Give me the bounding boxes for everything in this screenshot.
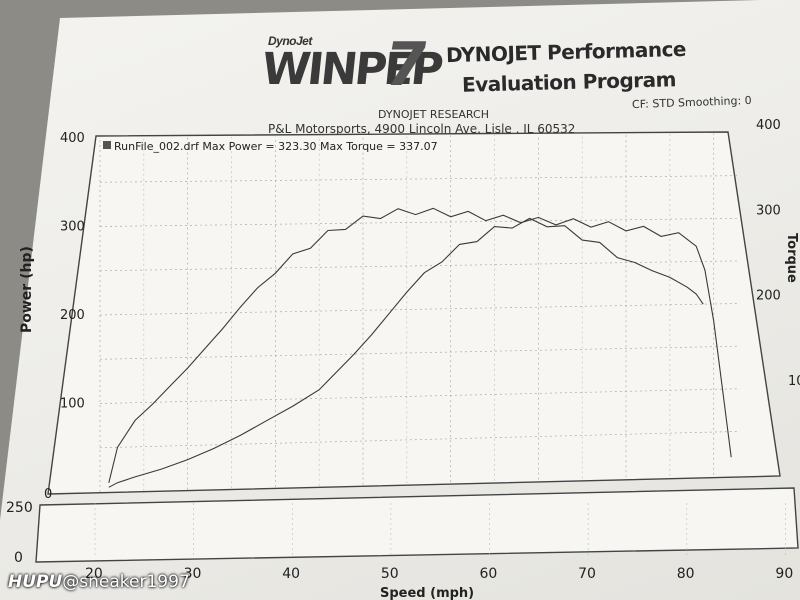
- y-tick-label-left: 100: [60, 397, 85, 412]
- x-tick-label: 90: [775, 566, 793, 582]
- y-tick-label-right: 300: [756, 203, 781, 218]
- x-tick-label: 20: [85, 566, 103, 582]
- y-tick-label-left: 200: [60, 308, 85, 323]
- y-tick-label-left: 300: [60, 220, 85, 235]
- watermark-handle: @sneaker1997: [62, 572, 190, 592]
- y-tick-label-left: 400: [60, 131, 85, 146]
- x-tick-label: 50: [381, 566, 399, 582]
- series-line-power: [108, 217, 704, 488]
- x-tick-label: 30: [184, 566, 202, 582]
- x-tick-label: 70: [578, 566, 596, 582]
- y-tick-label-right: 400: [756, 118, 781, 133]
- grid-line-y: [99, 345, 741, 360]
- grid-line-y: [99, 217, 741, 227]
- x-tick-label: 40: [282, 566, 300, 582]
- chart-series: [108, 207, 732, 488]
- chart-frame: [35, 131, 799, 563]
- dynojet-logo-text: DynoJet: [268, 34, 312, 48]
- chart-ticks: 20 30 40 50 60 70 80 90 0 100 200 300 400 100 200 300 40…: [6, 118, 800, 582]
- grid-line-y: [99, 431, 741, 449]
- y-tick-label-right: 200: [756, 289, 781, 304]
- shop-address: P&L Motorsports, 4900 Lincoln Ave, Lisle…: [268, 122, 576, 136]
- x-tick-label: 80: [677, 566, 695, 582]
- x-tick-label: 60: [480, 566, 498, 582]
- x-axis-label: Speed (mph): [380, 586, 474, 600]
- grid-line-y: [99, 175, 741, 183]
- grid-line-y: [99, 388, 741, 404]
- legend-swatch: [103, 141, 111, 149]
- legend-text: RunFile_002.drf Max Power = 323.30 Max T…: [114, 140, 438, 153]
- company-name: DYNOJET RESEARCH: [378, 108, 489, 121]
- grid-line-y: [99, 260, 741, 272]
- series-line-torque: [108, 207, 732, 484]
- grid-line-y: [99, 303, 741, 316]
- watermark-brand: HUPU: [8, 572, 63, 592]
- main-plot-border: [47, 131, 781, 495]
- sub-y-tick-label: 0: [14, 550, 23, 566]
- y-tick-label-left: 0: [44, 487, 52, 502]
- chart-grid: [94, 133, 786, 558]
- y-axis-label: Power (hp): [19, 246, 35, 333]
- y-tick-label-right: 100: [788, 374, 800, 389]
- sub-y-tick-label: 250: [6, 500, 33, 516]
- sub-plot-border: [35, 487, 799, 563]
- y2-axis-label: Torque: [784, 233, 799, 283]
- watermark: HUPU@sneaker1997: [8, 572, 190, 592]
